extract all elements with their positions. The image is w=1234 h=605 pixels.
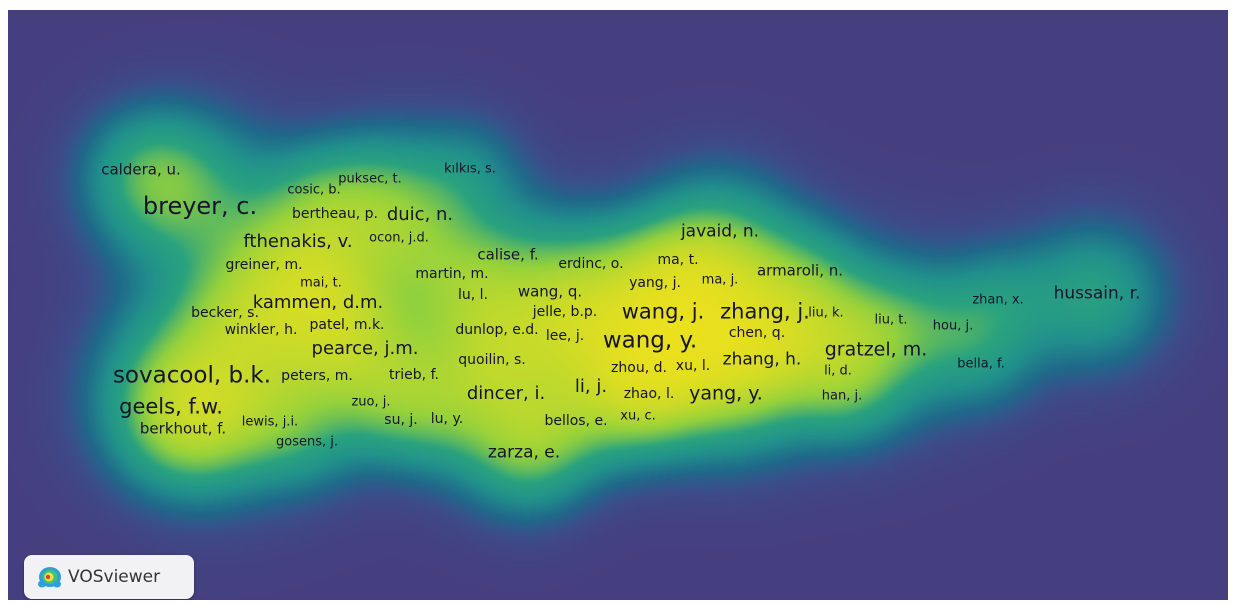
term-label[interactable]: liu, t.	[874, 312, 908, 328]
term-label[interactable]: wang, y.	[602, 327, 698, 354]
term-label[interactable]: kılkıs, s.	[444, 161, 496, 177]
term-label[interactable]: caldera, u.	[101, 160, 181, 179]
term-label[interactable]: martin, m.	[415, 266, 489, 282]
term-label[interactable]: trieb, f.	[389, 367, 439, 383]
term-label[interactable]: zhan, x.	[972, 292, 1024, 308]
term-label[interactable]: breyer, c.	[142, 192, 258, 220]
term-label[interactable]: lee, j.	[545, 328, 585, 344]
term-label[interactable]: li, d.	[824, 363, 852, 379]
term-label[interactable]: hou, j.	[932, 318, 974, 334]
term-label[interactable]: gratzel, m.	[824, 338, 928, 361]
term-label[interactable]: javaid, n.	[680, 221, 760, 242]
term-label[interactable]: pearce, j.m.	[311, 338, 419, 359]
term-label[interactable]: dincer, i.	[466, 383, 546, 404]
term-label[interactable]: li, j.	[574, 376, 608, 397]
term-label[interactable]: sovacool, b.k.	[112, 362, 272, 389]
term-label[interactable]: bertheau, p.	[292, 206, 378, 222]
term-label[interactable]: becker, s.	[191, 305, 259, 321]
term-label[interactable]: yang, j.	[629, 275, 681, 291]
term-label[interactable]: xu, c.	[620, 408, 656, 424]
term-label[interactable]: zuo, j.	[351, 394, 391, 410]
term-label[interactable]: hussain, r.	[1053, 283, 1141, 304]
vosviewer-logo-badge: VOSviewer	[24, 555, 194, 599]
term-label[interactable]: bellos, e.	[544, 413, 608, 429]
term-label[interactable]: mai, t.	[300, 275, 342, 291]
term-label[interactable]: lu, y.	[430, 411, 464, 427]
density-heatmap	[8, 10, 1228, 600]
term-label[interactable]: calise, f.	[477, 245, 539, 264]
term-label[interactable]: kammen, d.m.	[252, 292, 384, 313]
vosviewer-logo-icon	[38, 567, 61, 588]
term-label[interactable]: lu, l.	[457, 287, 489, 303]
term-label[interactable]: wang, j.	[621, 299, 705, 324]
term-label[interactable]: erdinc, o.	[558, 256, 624, 272]
term-label[interactable]: peters, m.	[281, 368, 353, 384]
term-label[interactable]: su, j.	[384, 412, 418, 428]
term-label[interactable]: zhang, h.	[722, 349, 802, 370]
term-label[interactable]: fthenakis, v.	[243, 231, 353, 252]
term-label[interactable]: zhang, j.	[720, 299, 810, 324]
term-label[interactable]: geels, f.w.	[119, 394, 223, 419]
term-label[interactable]: xu, l.	[675, 358, 711, 374]
vosviewer-logo-text: VOSviewer	[68, 567, 161, 587]
term-label[interactable]: ocon, j.d.	[369, 230, 429, 246]
term-label[interactable]: yang, y.	[689, 382, 763, 405]
term-label[interactable]: cosic, b.	[287, 182, 341, 198]
term-label[interactable]: han, j.	[821, 388, 863, 404]
term-label[interactable]: wang, q.	[517, 282, 583, 301]
term-label[interactable]: dunlop, e.d.	[455, 322, 539, 338]
term-label[interactable]: bella, f.	[957, 356, 1005, 372]
term-label[interactable]: lewis, j.i.	[241, 414, 299, 430]
term-label[interactable]: gosens, j.	[276, 434, 338, 450]
term-label[interactable]: duic, n.	[386, 204, 454, 225]
term-label[interactable]: liu, k.	[808, 305, 844, 321]
term-label[interactable]: jelle, b.p.	[532, 304, 598, 320]
density-map[interactable]: breyer, c. sovacool, b.k. wang, y. wang, j.…	[8, 10, 1228, 600]
term-label[interactable]: zhou, d.	[611, 360, 667, 376]
term-label[interactable]: berkhout, f.	[139, 419, 227, 438]
term-label[interactable]: winkler, h.	[224, 322, 298, 338]
term-label[interactable]: greiner, m.	[225, 257, 303, 273]
term-label[interactable]: armaroli, n.	[756, 261, 844, 280]
term-label[interactable]: patel, m.k.	[309, 317, 385, 333]
term-label[interactable]: puksec, t.	[338, 171, 402, 187]
term-label[interactable]: ma, t.	[657, 252, 699, 268]
term-label[interactable]: chen, q.	[728, 325, 786, 341]
term-label[interactable]: zhao, l.	[623, 386, 675, 402]
term-label[interactable]: quoilin, s.	[458, 352, 526, 368]
term-label[interactable]: zarza, e.	[487, 442, 561, 463]
term-label[interactable]: ma, j.	[701, 272, 739, 288]
